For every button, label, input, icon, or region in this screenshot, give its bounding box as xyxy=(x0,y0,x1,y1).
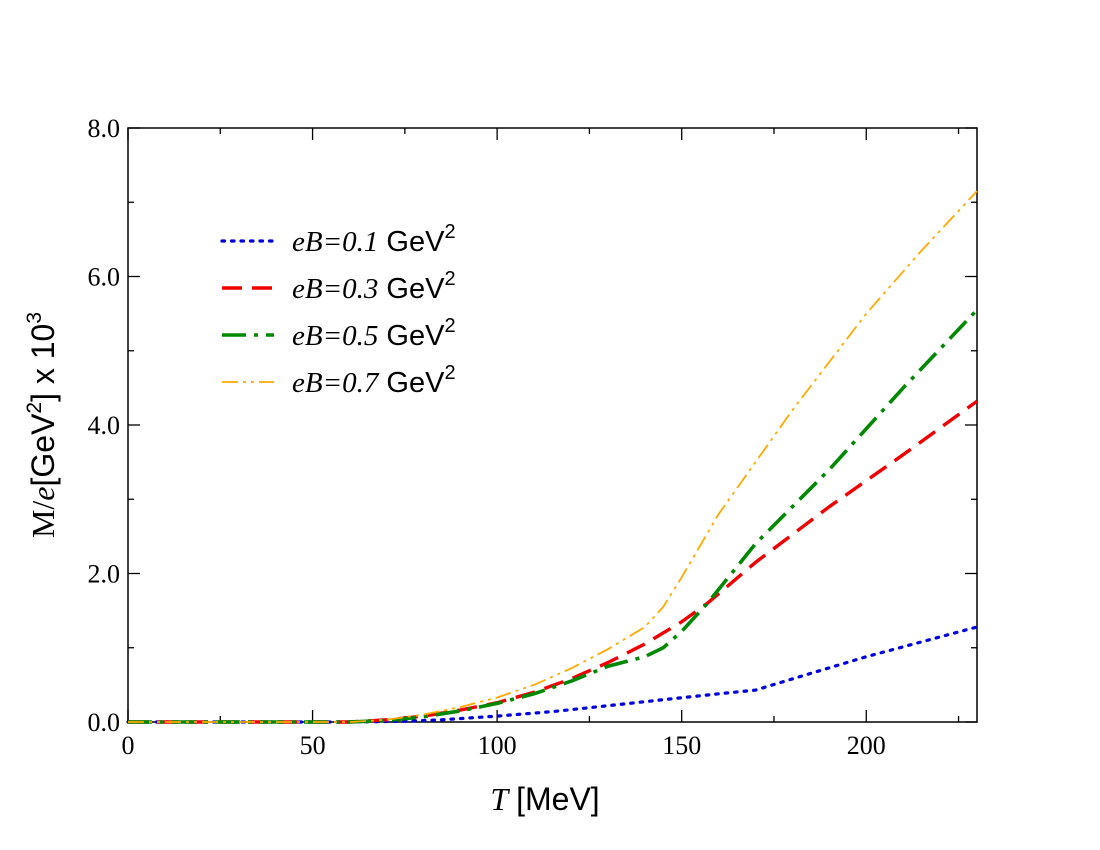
series-line-eb-0-1 xyxy=(126,625,979,724)
legend-label: eB=0.1 GeV2 xyxy=(292,221,456,258)
legend-label: eB=0.7 GeV2 xyxy=(292,362,456,399)
series-line-eb-0-5 xyxy=(128,308,979,724)
plot-frame xyxy=(127,127,978,723)
legend: eB=0.1 GeV2 eB=0.3 GeV2 eB=0.5 GeV2 eB=0.7 GeV2 xyxy=(220,221,456,399)
x-tick-label: 50 xyxy=(300,731,326,760)
legend-label: eB=0.3 GeV2 xyxy=(292,268,456,305)
x-tick-label: 150 xyxy=(662,731,701,760)
y-tick-label: 2.0 xyxy=(88,560,121,589)
y-tick-label: 6.0 xyxy=(88,263,121,292)
axis-tick-labels: 0 50 100 150 200 0.0 2.0 4.0 6.0 8.0 xyxy=(88,114,886,760)
x-axis-label: T [MeV] xyxy=(490,781,599,817)
axis-ticks xyxy=(127,127,977,723)
y-tick-label: 0.0 xyxy=(88,708,121,737)
y-axis-label: M/e[GeV2] x 103 xyxy=(23,312,61,538)
series-line-eb-0-3 xyxy=(128,399,978,724)
x-tick-label: 100 xyxy=(478,731,517,760)
legend-label: eB=0.5 GeV2 xyxy=(292,315,456,352)
series-line-eb-0-7 xyxy=(128,190,978,723)
series-lines xyxy=(126,190,979,724)
y-tick-label: 4.0 xyxy=(88,411,121,440)
x-tick-label: 200 xyxy=(847,731,886,760)
x-tick-label: 0 xyxy=(122,731,135,760)
y-tick-label: 8.0 xyxy=(88,114,121,143)
